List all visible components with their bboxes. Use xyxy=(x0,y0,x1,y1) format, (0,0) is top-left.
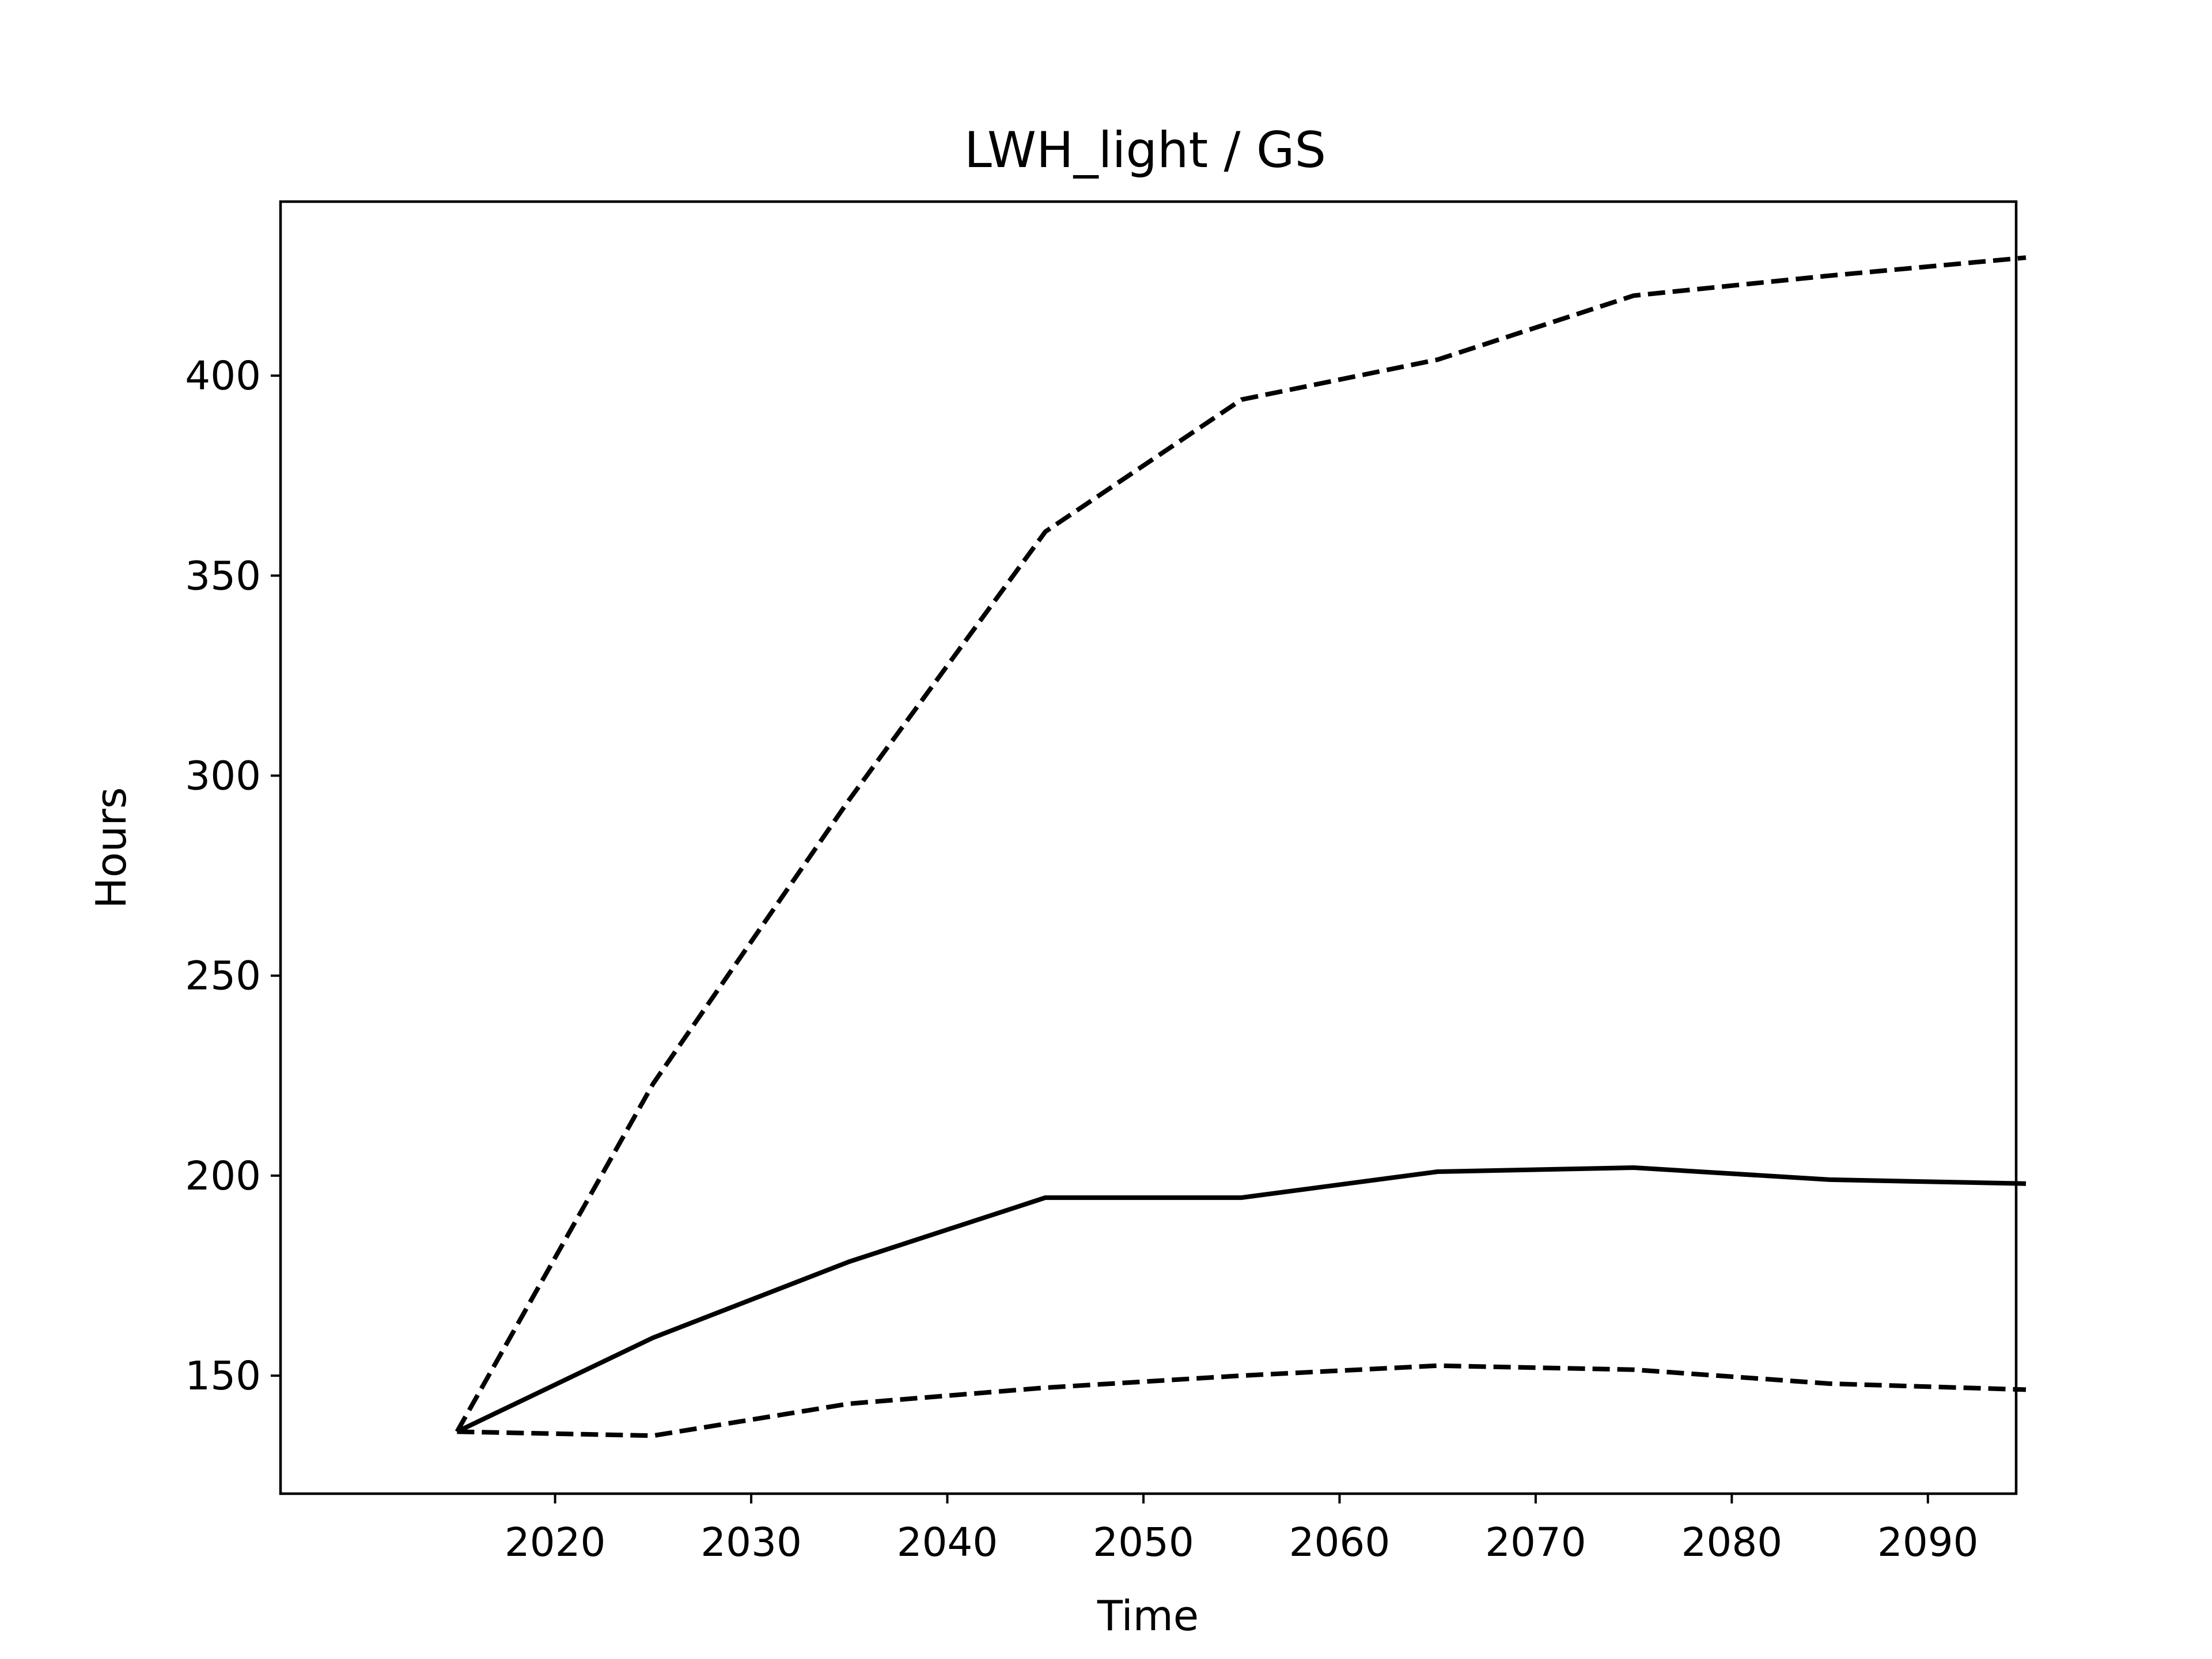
y-tick-label: 200 xyxy=(185,1153,261,1199)
y-tick-label: 300 xyxy=(185,753,261,800)
x-tick-label: 2040 xyxy=(897,1520,998,1566)
series-layer xyxy=(454,255,2027,1438)
x-tick-label: 2070 xyxy=(1485,1520,1586,1566)
plot-frame xyxy=(279,200,2018,1495)
x-tick-label: 2020 xyxy=(505,1520,606,1566)
y-tick-label: 250 xyxy=(185,953,261,999)
chart-title: LWH_light / GS xyxy=(964,122,1326,179)
x-tick-label: 2090 xyxy=(1877,1520,1979,1566)
y-tick-label: 350 xyxy=(185,553,261,599)
x-tick-label: 2060 xyxy=(1289,1520,1391,1566)
y-tick-label: 150 xyxy=(185,1353,261,1399)
x-tick-label: 2080 xyxy=(1681,1520,1783,1566)
series-line-3 xyxy=(457,1363,2027,1438)
y-axis: 150 200 250 300 350 400 xyxy=(185,353,281,1399)
y-tick-label: 400 xyxy=(185,353,261,399)
series-line-1 xyxy=(454,255,2027,1433)
x-tick-label: 2030 xyxy=(700,1520,802,1566)
x-axis-title: Time xyxy=(1097,1592,1199,1640)
y-axis-title: Hours xyxy=(87,787,135,909)
x-tick-label: 2050 xyxy=(1093,1520,1194,1566)
series-line-2 xyxy=(456,1165,2027,1434)
x-axis: 2020 2030 2040 2050 2060 2070 2080 2090 xyxy=(505,1494,1979,1566)
